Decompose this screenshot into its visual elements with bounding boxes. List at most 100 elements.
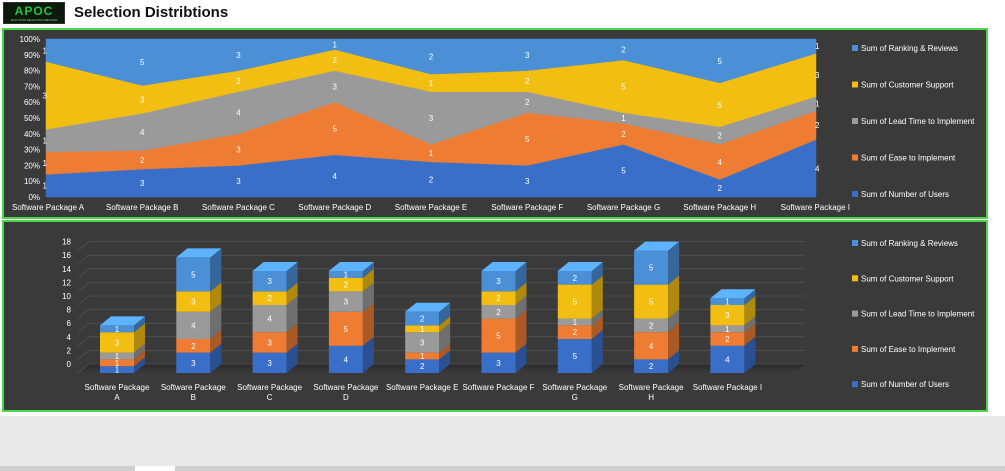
column-side-users xyxy=(286,343,298,373)
column-side-ease xyxy=(134,350,145,367)
column-segment-support xyxy=(634,284,669,319)
y-tick-label: 0 xyxy=(67,360,72,369)
column-side-ranking xyxy=(134,316,145,333)
column-side-support xyxy=(134,323,145,353)
x-tick-label: Software Package E xyxy=(386,383,458,392)
column-segment-users xyxy=(634,359,669,373)
y-tick-label: 50% xyxy=(24,114,40,123)
column-segment-ease xyxy=(100,359,134,367)
legend-swatch-ranking xyxy=(852,240,858,246)
column-side-support xyxy=(668,275,680,319)
data-label: 5 xyxy=(649,298,654,307)
column-side-lead xyxy=(744,316,756,333)
data-label: 2 xyxy=(496,294,501,303)
column-segment-support xyxy=(710,305,745,326)
data-label: 1 xyxy=(115,366,120,375)
column-top xyxy=(100,316,145,326)
data-label: 1 xyxy=(815,100,820,109)
data-label: 3 xyxy=(496,277,501,286)
sheet-tab[interactable] xyxy=(135,466,175,471)
gridline-diag xyxy=(77,282,90,292)
y-tick-label: 90% xyxy=(24,51,40,60)
y-tick-label: 30% xyxy=(24,146,40,155)
column-top xyxy=(710,289,756,299)
column-side-ranking xyxy=(668,241,680,285)
column-segment-ease xyxy=(557,325,592,339)
data-label: 4 xyxy=(267,315,272,324)
data-label: 4 xyxy=(236,109,241,118)
data-label: 3 xyxy=(267,338,272,347)
x-tick-label: Software Package F xyxy=(462,383,534,392)
x-tick-label: Software Package xyxy=(161,383,226,392)
column-segment-ease xyxy=(176,339,211,353)
area-series-ranking xyxy=(45,38,817,86)
data-label: 3 xyxy=(525,51,530,60)
column-side-lead xyxy=(210,302,222,339)
data-label: 5 xyxy=(344,325,349,334)
data-label: 1 xyxy=(621,114,626,123)
x-tick-label: Software Package xyxy=(619,383,684,392)
percent-stacked-area-chart[interactable]: 0% 10% 20% 30% 40% 50% 60% 70% 80% 90% 100% Softwar… xyxy=(2,28,988,219)
column-segment-lead xyxy=(176,311,211,339)
gridline-diag xyxy=(77,254,90,265)
gridline-diag xyxy=(77,241,90,251)
data-label: 3 xyxy=(43,91,48,100)
data-label: 4 xyxy=(725,355,730,364)
column-side-support xyxy=(591,275,603,319)
data-label: 1 xyxy=(115,352,120,361)
column-segment-ranking xyxy=(405,311,440,326)
data-label: 3 xyxy=(496,359,501,368)
column-side-users xyxy=(515,343,527,373)
stacked-3d-column-chart[interactable]: 0 2 4 6 8 10 12 14 16 18 1 1 1 3 1 Software Package A 3 2 4… xyxy=(2,220,988,412)
data-label: 4 xyxy=(140,128,145,137)
legend-swatch-ranking xyxy=(852,45,858,51)
data-label: 1 xyxy=(115,359,120,368)
column-segment-ranking xyxy=(710,298,745,305)
y-tick-label: 12 xyxy=(62,278,71,287)
column-side-ranking xyxy=(286,262,298,292)
data-label: 5 xyxy=(496,332,501,341)
column-segment-lead xyxy=(252,305,287,333)
column-segment-ease xyxy=(634,332,669,360)
data-label: 1 xyxy=(429,79,434,88)
x-tick-label: Software Package xyxy=(542,383,607,392)
legend-swatch-users xyxy=(852,381,858,388)
data-label: 3 xyxy=(191,359,196,368)
x-tick-label: Software Package xyxy=(237,383,302,392)
logo-text: APOC xyxy=(14,4,54,18)
data-label: 2 xyxy=(525,77,530,86)
column-side-lead xyxy=(515,296,527,319)
y-tick-label: 4 xyxy=(67,333,72,342)
data-label: 2 xyxy=(621,130,626,139)
data-label: 2 xyxy=(573,274,578,283)
column-segment-lead xyxy=(100,352,134,360)
column-side-ease xyxy=(362,302,374,346)
column-segment-ease xyxy=(405,352,440,360)
data-label: 2 xyxy=(496,308,501,317)
column-side-ease xyxy=(744,323,756,346)
column-side-lead xyxy=(668,309,680,333)
data-label: 2 xyxy=(573,328,578,337)
legend-label: Sum of Number of Users xyxy=(861,380,949,389)
x-tick-label: Software Package H xyxy=(683,203,756,212)
gridline-diag xyxy=(77,322,90,333)
x-tick-label: Software Package xyxy=(313,383,378,392)
data-label: 3 xyxy=(236,51,241,60)
column-segment-users xyxy=(710,345,745,373)
column-side-support xyxy=(210,282,222,312)
column-segment-ease xyxy=(710,332,745,346)
column-segment-support xyxy=(405,325,440,333)
data-label: 3 xyxy=(525,177,530,186)
x-tick-label: Software Package A xyxy=(12,203,85,212)
data-label: 1 xyxy=(115,325,120,334)
data-label: 5 xyxy=(525,135,530,144)
column-side-support xyxy=(362,268,374,292)
data-label: 1 xyxy=(344,270,349,279)
column-segment-lead xyxy=(481,305,516,319)
data-label: 1 xyxy=(725,298,730,307)
legend-swatch-lead xyxy=(852,118,858,124)
page-title: Selection Distribtions xyxy=(74,4,229,21)
gridline-diag xyxy=(77,336,90,347)
data-label: 5 xyxy=(718,57,723,66)
